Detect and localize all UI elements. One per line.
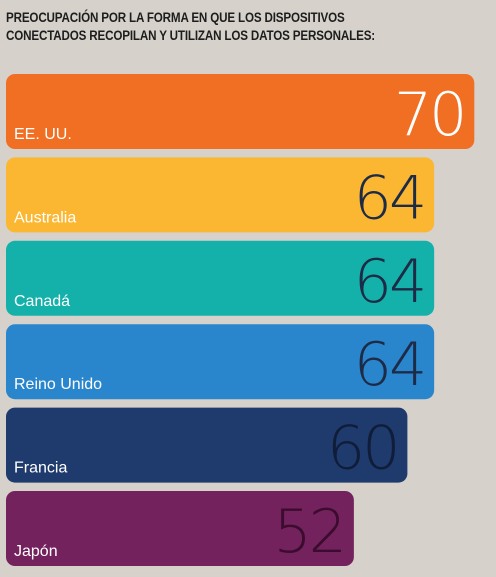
category-label-australia: Australia bbox=[14, 209, 76, 226]
chart-title-line-2: CONECTADOS RECOPILAN Y UTILIZAN LOS DATO… bbox=[6, 28, 375, 44]
value-label-francia: 60 bbox=[327, 414, 397, 484]
bar-australia bbox=[6, 157, 435, 233]
category-label-francia: Francia bbox=[14, 460, 67, 477]
chart-title: PREOCUPACIÓN POR LA FORMA EN QUE LOS DIS… bbox=[6, 9, 400, 45]
category-label-canada: Canadá bbox=[14, 293, 70, 310]
chart-title-line-1: PREOCUPACIÓN POR LA FORMA EN QUE LOS DIS… bbox=[6, 10, 345, 26]
bar-francia bbox=[6, 407, 408, 483]
bar-group-japon: Japón 52 bbox=[6, 491, 354, 567]
value-label-australia: 64 bbox=[354, 163, 424, 233]
bar-ee-uu bbox=[6, 74, 475, 149]
bar-reino-unido bbox=[6, 324, 435, 400]
bar-canada bbox=[6, 240, 435, 316]
value-label-reino-unido: 64 bbox=[354, 330, 424, 400]
bar-group-reino-unido: Reino Unido 64 bbox=[6, 324, 435, 400]
bar-group-australia: Australia 64 bbox=[6, 157, 435, 233]
bar-group-canada: Canadá 64 bbox=[6, 240, 435, 317]
bar-group-francia: Francia 60 bbox=[6, 407, 408, 484]
value-label-japon: 52 bbox=[274, 497, 344, 567]
category-label-reino-unido: Reino Unido bbox=[14, 376, 102, 393]
bar-japon bbox=[6, 491, 354, 566]
bar-group-ee-uu: EE. UU. 70 bbox=[6, 74, 475, 150]
category-label-ee-uu: EE. UU. bbox=[14, 126, 72, 143]
value-label-canada: 64 bbox=[354, 247, 424, 317]
category-label-japon: Japón bbox=[14, 543, 58, 560]
value-label-ee-uu: 70 bbox=[394, 80, 464, 150]
